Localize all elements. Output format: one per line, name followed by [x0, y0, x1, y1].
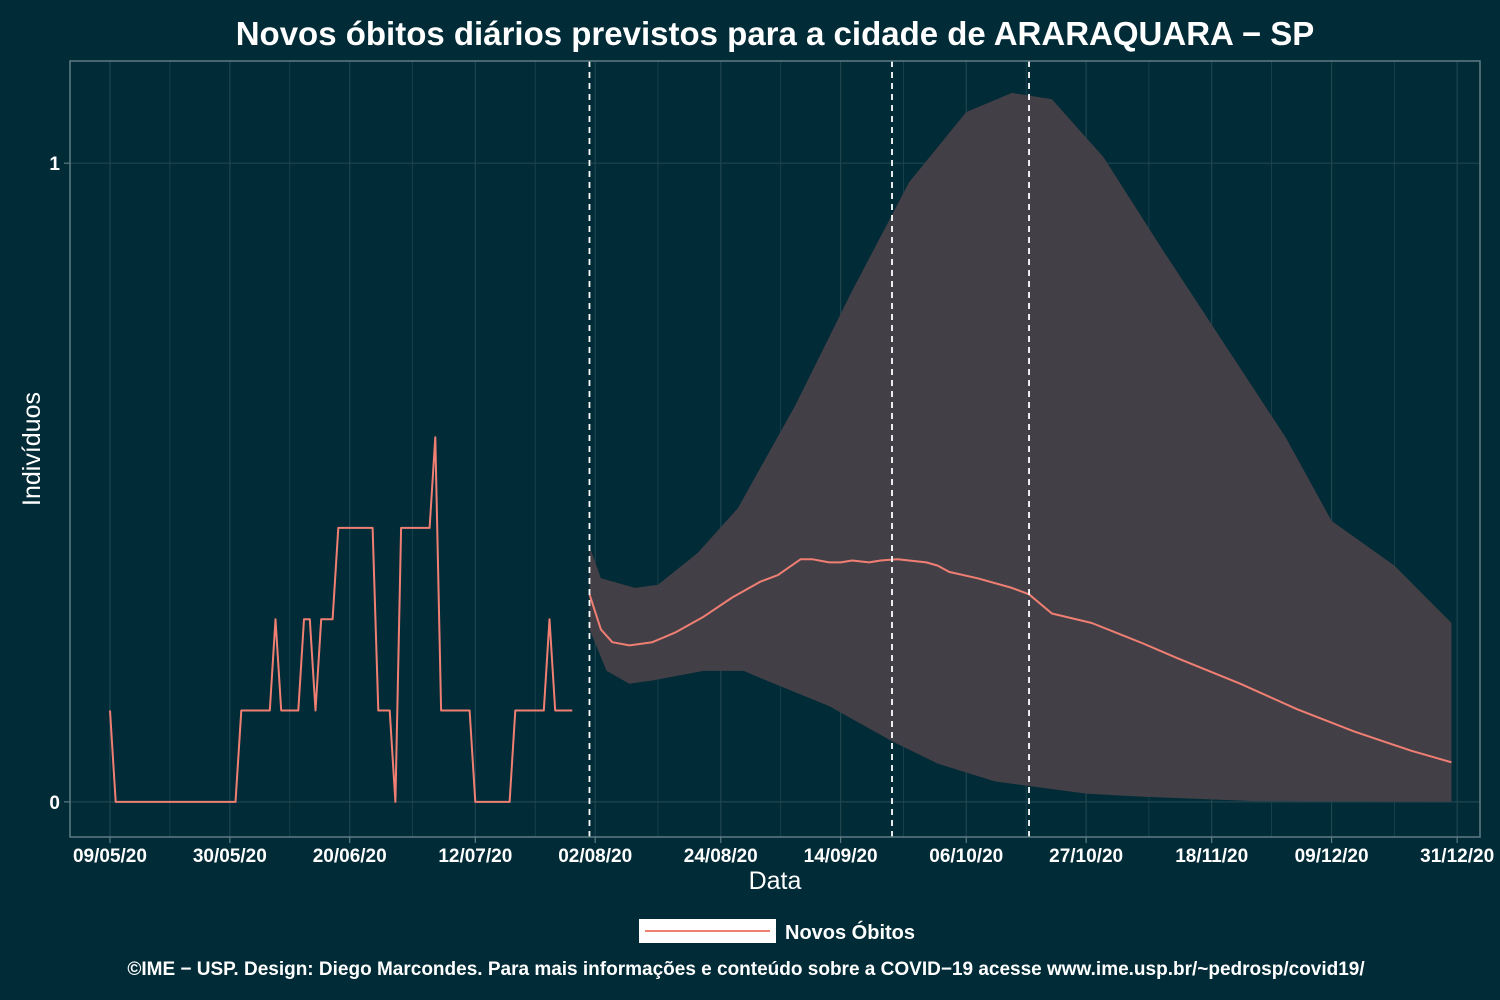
reference-lines — [588, 61, 1030, 837]
y-axis-ticks: 01 — [49, 154, 70, 814]
x-tick-label: 06/10/20 — [929, 846, 1003, 867]
x-tick-label: 30/05/20 — [193, 846, 267, 867]
x-tick-label: 09/12/20 — [1295, 846, 1369, 867]
x-tick-label: 31/12/20 — [1420, 846, 1494, 867]
plot-border — [69, 60, 1481, 838]
x-axis-ticks: 09/05/20 30/05/20 20/06/20 12/07/20 02/08/20… — [73, 837, 1494, 867]
x-tick-label: 02/08/20 — [558, 846, 632, 867]
y-tick-label: 0 — [49, 793, 60, 814]
chart-title: Novos óbitos diários previstos para a ci… — [236, 15, 1315, 52]
x-tick-label: 27/10/20 — [1049, 846, 1123, 867]
x-tick-label: 24/08/20 — [684, 846, 758, 867]
legend-label: Novos Óbitos — [785, 920, 915, 944]
x-tick-label: 09/05/20 — [73, 846, 147, 867]
x-tick-label: 20/06/20 — [313, 846, 387, 867]
confidence-band — [589, 92, 1452, 802]
series-lines — [109, 436, 1452, 803]
x-tick-label: 14/09/20 — [804, 846, 878, 867]
plot-area — [69, 60, 1481, 838]
x-tick-label: 18/11/20 — [1175, 846, 1248, 867]
caption: ©IME − USP. Design: Diego Marcondes. Par… — [127, 959, 1365, 980]
y-tick-label: 1 — [49, 154, 60, 175]
series-line-observed — [109, 436, 573, 803]
legend: Novos Óbitos — [639, 919, 915, 944]
series-line-forecast — [588, 558, 1452, 764]
y-axis-title: Indivíduos — [18, 392, 46, 506]
x-axis-title: Data — [749, 867, 802, 895]
x-tick-label: 12/07/20 — [438, 846, 512, 867]
